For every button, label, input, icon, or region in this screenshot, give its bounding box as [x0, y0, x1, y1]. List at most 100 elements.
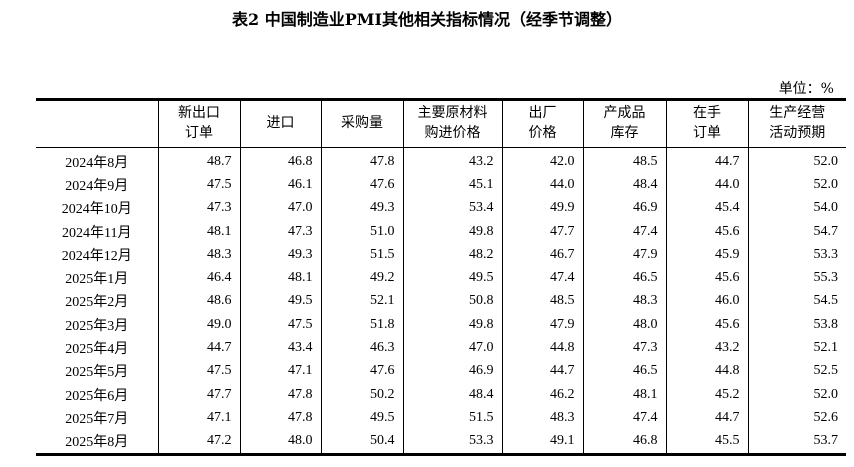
table-row: 2025年5月 47.5 47.1 47.6 46.9 44.7 46.5 44.8 52.5: [36, 359, 846, 383]
table-cell: 47.0: [402, 336, 502, 360]
table-cell: 48.1: [582, 382, 666, 407]
table-cell: 49.5: [239, 289, 321, 314]
pmi-table: 新出口 订单 进口 采购量 主要原材料 购进价格 出厂 价格 产成品 库存 在手 订单 生产经营 活动预期…: [36, 98, 846, 456]
table-cell: 43.2: [665, 336, 748, 360]
table-cell: 47.7: [157, 382, 240, 407]
table-cell: 52.0: [747, 382, 846, 407]
row-label: 2025年2月: [65, 295, 129, 311]
table-cell: 44.8: [665, 359, 748, 383]
table-cell: 45.9: [665, 243, 748, 267]
table-cell: 45.6: [665, 313, 748, 337]
table-cell: 47.1: [157, 406, 240, 430]
table-row: 2024年8月 48.7 46.8 47.8 43.2 42.0 48.5 44.7 52.0: [36, 147, 846, 174]
unit-label: 单位：%: [778, 81, 834, 97]
table-row: 2024年10月 47.3 47.0 49.3 53.4 49.9 46.9 45.4 54.0: [36, 196, 846, 220]
table-cell: 47.9: [501, 313, 583, 337]
column-header: 主要原材料 购进价格: [402, 99, 502, 148]
table-cell: 46.8: [239, 147, 321, 174]
table-cell: 45.2: [665, 382, 748, 407]
table-cell: 47.4: [582, 219, 666, 244]
table-cell: 51.8: [320, 313, 403, 337]
table-cell: 45.5: [665, 429, 748, 455]
table-cell: 53.7: [747, 429, 846, 455]
table-cell: 48.5: [582, 147, 666, 174]
column-header: 出厂 价格: [501, 99, 583, 148]
table-cell: 44.0: [501, 173, 583, 197]
table-cell: 46.5: [582, 359, 666, 383]
table-cell: 46.5: [582, 266, 666, 290]
table-cell: 46.9: [582, 196, 666, 220]
table-cell: 46.9: [402, 359, 502, 383]
table-cell: 51.5: [402, 406, 502, 430]
table-cell: 47.5: [157, 359, 240, 383]
table-cell: 45.6: [665, 219, 748, 244]
table-cell: 49.5: [320, 406, 403, 430]
table-cell: 47.3: [582, 336, 666, 360]
column-header: 采购量: [320, 99, 403, 148]
table-row: 2025年7月 47.1 47.8 49.5 51.5 48.3 47.4 44.7 52.6: [36, 406, 846, 430]
row-label: 2025年7月: [65, 411, 129, 427]
table-cell: 48.1: [157, 219, 240, 244]
table-cell: 49.9: [501, 196, 583, 220]
column-header: 新出口 订单: [157, 99, 240, 148]
table-cell: 46.0: [665, 289, 748, 314]
table-row: 2025年3月 49.0 47.5 51.8 49.8 47.9 48.0 45.6 53.8: [36, 313, 846, 337]
table-cell: 49.3: [239, 243, 321, 267]
table-cell: 47.8: [320, 147, 403, 174]
row-label: 2024年12月: [61, 248, 132, 264]
table-cell: 47.6: [320, 359, 403, 383]
table-cell: 48.6: [157, 289, 240, 314]
table-cell: 52.0: [747, 173, 846, 197]
table-cell: 44.7: [665, 406, 748, 430]
table-cell: 52.1: [320, 289, 403, 314]
table-cell: 42.0: [501, 147, 583, 174]
table-row: 2025年8月 47.2 48.0 50.4 53.3 49.1 46.8 45.5 53.7: [36, 429, 846, 455]
table-cell: 45.6: [665, 266, 748, 290]
row-label: 2025年4月: [65, 342, 129, 358]
row-label: 2025年6月: [65, 388, 129, 404]
table-cell: 46.4: [157, 266, 240, 290]
table-cell: 50.8: [402, 289, 502, 314]
table-cell: 47.7: [501, 219, 583, 244]
table-cell: 54.5: [747, 289, 846, 314]
table-cell: 46.2: [501, 382, 583, 407]
table-cell: 54.7: [747, 219, 846, 244]
table-cell: 48.4: [402, 382, 502, 407]
row-label: 2025年3月: [65, 318, 129, 334]
row-label: 2024年10月: [61, 202, 132, 218]
table-cell: 47.3: [239, 219, 321, 244]
row-label: 2025年8月: [65, 435, 129, 451]
table-cell: 48.7: [157, 147, 240, 174]
table-cell: 48.0: [582, 313, 666, 337]
table-cell: 52.0: [747, 147, 846, 174]
table-cell: 47.4: [501, 266, 583, 290]
table-cell: 55.3: [747, 266, 846, 290]
table-row: 2024年9月 47.5 46.1 47.6 45.1 44.0 48.4 44.0 52.0: [36, 173, 846, 197]
table-cell: 43.2: [402, 147, 502, 174]
table-cell: 45.1: [402, 173, 502, 197]
table-cell: 44.8: [501, 336, 583, 360]
column-header: [36, 99, 158, 148]
table-cell: 46.8: [582, 429, 666, 455]
table-cell: 48.2: [402, 243, 502, 267]
table-cell: 47.1: [239, 359, 321, 383]
table-cell: 50.4: [320, 429, 403, 455]
table-row: 2025年4月 44.7 43.4 46.3 47.0 44.8 47.3 43.2 52.1: [36, 336, 846, 360]
row-label: 2024年8月: [65, 155, 129, 171]
column-header: 在手 订单: [665, 99, 748, 148]
table-cell: 47.0: [239, 196, 321, 220]
table-cell: 47.5: [157, 173, 240, 197]
table-cell: 43.4: [239, 336, 321, 360]
table-cell: 53.3: [402, 429, 502, 455]
table-cell: 47.4: [582, 406, 666, 430]
table-cell: 53.3: [747, 243, 846, 267]
table-title: 表2 中国制造业PMI其他相关指标情况（经季节调整）: [232, 10, 622, 29]
table-cell: 51.0: [320, 219, 403, 244]
table-cell: 52.6: [747, 406, 846, 430]
table-cell: 44.7: [501, 359, 583, 383]
table-cell: 49.8: [402, 313, 502, 337]
table-cell: 47.2: [157, 429, 240, 455]
table-cell: 44.0: [665, 173, 748, 197]
table-row: 2024年11月 48.1 47.3 51.0 49.8 47.7 47.4 45.6 54.7: [36, 219, 846, 244]
column-header: 生产经营 活动预期: [747, 99, 846, 148]
